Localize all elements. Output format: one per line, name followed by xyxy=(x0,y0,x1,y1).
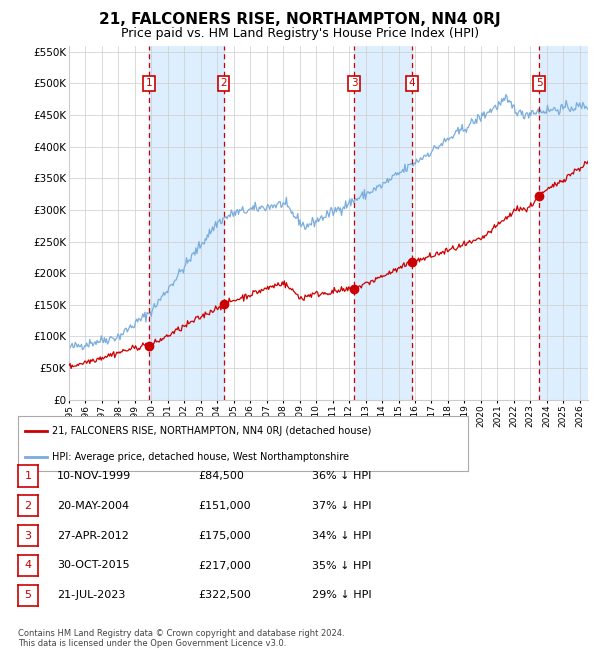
Text: 1: 1 xyxy=(25,471,31,481)
Text: 3: 3 xyxy=(25,530,31,541)
Text: 3: 3 xyxy=(351,79,358,88)
Text: £175,000: £175,000 xyxy=(198,530,251,541)
Text: 35% ↓ HPI: 35% ↓ HPI xyxy=(312,560,371,571)
Text: 4: 4 xyxy=(25,560,31,571)
Text: £84,500: £84,500 xyxy=(198,471,244,481)
Text: 5: 5 xyxy=(25,590,31,601)
Bar xyxy=(539,46,588,400)
Text: Contains HM Land Registry data © Crown copyright and database right 2024.
This d: Contains HM Land Registry data © Crown c… xyxy=(18,629,344,648)
Text: 4: 4 xyxy=(409,79,416,88)
Text: 21, FALCONERS RISE, NORTHAMPTON, NN4 0RJ: 21, FALCONERS RISE, NORTHAMPTON, NN4 0RJ xyxy=(99,12,501,27)
Bar xyxy=(149,46,224,400)
Text: 21-JUL-2023: 21-JUL-2023 xyxy=(57,590,125,601)
Text: Price paid vs. HM Land Registry's House Price Index (HPI): Price paid vs. HM Land Registry's House … xyxy=(121,27,479,40)
Text: 5: 5 xyxy=(536,79,543,88)
Text: £322,500: £322,500 xyxy=(198,590,251,601)
Text: 34% ↓ HPI: 34% ↓ HPI xyxy=(312,530,371,541)
Text: 27-APR-2012: 27-APR-2012 xyxy=(57,530,129,541)
Text: 21, FALCONERS RISE, NORTHAMPTON, NN4 0RJ (detached house): 21, FALCONERS RISE, NORTHAMPTON, NN4 0RJ… xyxy=(52,426,371,436)
Text: 29% ↓ HPI: 29% ↓ HPI xyxy=(312,590,371,601)
Text: 20-MAY-2004: 20-MAY-2004 xyxy=(57,500,129,511)
Text: 2: 2 xyxy=(25,500,31,511)
Text: 37% ↓ HPI: 37% ↓ HPI xyxy=(312,500,371,511)
Text: HPI: Average price, detached house, West Northamptonshire: HPI: Average price, detached house, West… xyxy=(52,452,349,462)
Text: 10-NOV-1999: 10-NOV-1999 xyxy=(57,471,131,481)
Text: £151,000: £151,000 xyxy=(198,500,251,511)
Text: 30-OCT-2015: 30-OCT-2015 xyxy=(57,560,130,571)
Bar xyxy=(355,46,412,400)
Text: 2: 2 xyxy=(220,79,227,88)
Text: 36% ↓ HPI: 36% ↓ HPI xyxy=(312,471,371,481)
Text: 1: 1 xyxy=(146,79,152,88)
Text: £217,000: £217,000 xyxy=(198,560,251,571)
